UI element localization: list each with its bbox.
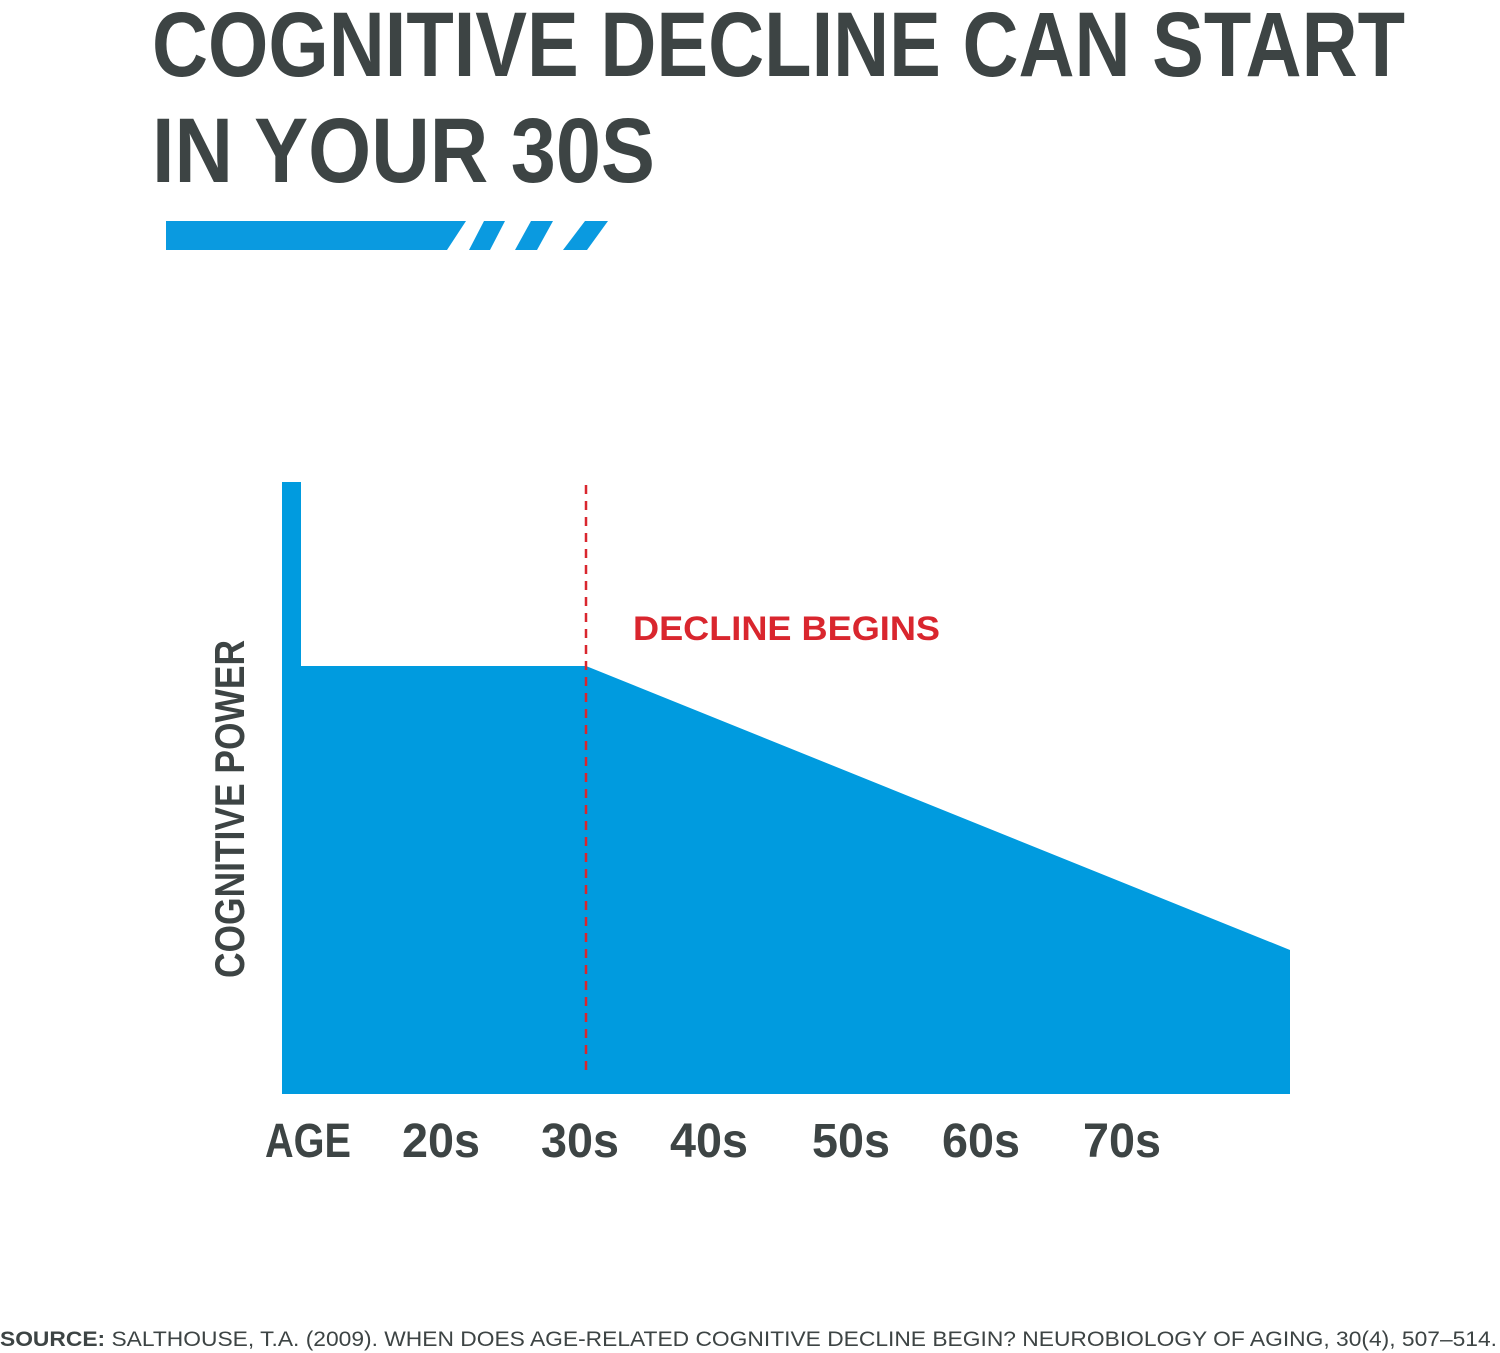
title-underline [166, 221, 608, 250]
x-label: 20s [402, 1115, 480, 1168]
x-labels: 20s 30s 40s 50s 60s 70s [402, 1115, 1161, 1168]
source: SOURCE: SALTHOUSE, T.A. (2009). WHEN DOE… [0, 1328, 1497, 1351]
title-line: COGNITIVE DECLINE CAN START [152, 0, 1405, 96]
annotation: DECLINE BEGINS [633, 610, 940, 648]
source-label: SOURCE: [0, 1328, 105, 1351]
y-axis-label: COGNITIVE POWER [206, 640, 253, 978]
cognitive-area [282, 482, 1290, 1094]
x-label: 50s [812, 1115, 890, 1168]
x-label: 40s [670, 1115, 748, 1168]
x-label: 70s [1083, 1115, 1161, 1168]
x-label: 30s [541, 1115, 619, 1168]
source-text: SALTHOUSE, T.A. (2009). WHEN DOES AGE-RE… [111, 1328, 1497, 1351]
x-axis-label: AGE [265, 1115, 351, 1168]
x-label: 60s [942, 1115, 1020, 1168]
title-line: IN YOUR 30S [152, 100, 655, 202]
